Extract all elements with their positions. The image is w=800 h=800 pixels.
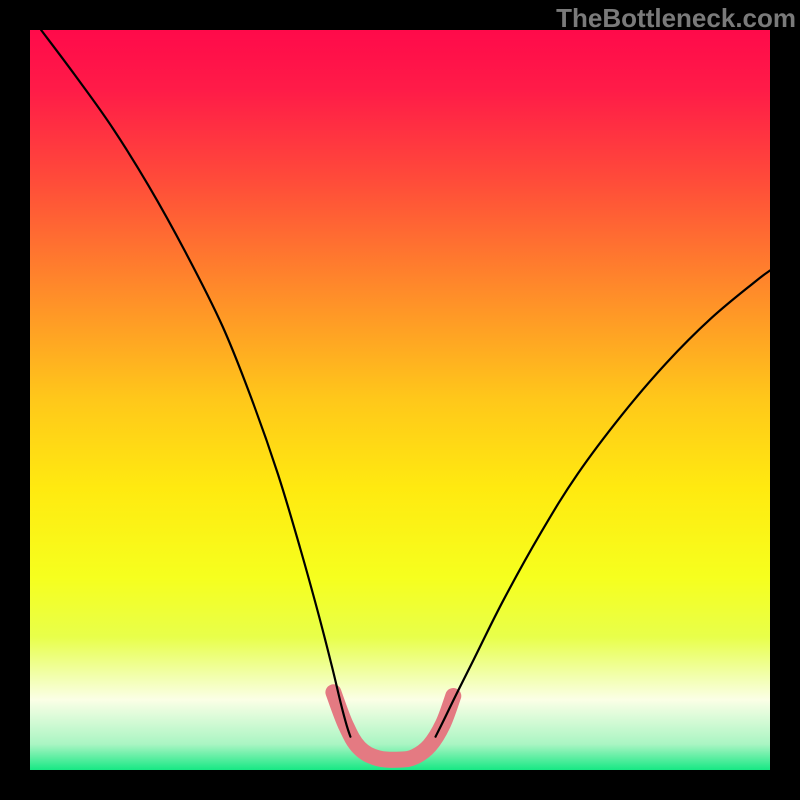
watermark-text: TheBottleneck.com	[556, 3, 796, 34]
chart-curves	[30, 30, 770, 770]
highlight-valley	[333, 692, 453, 760]
chart-container	[30, 30, 770, 770]
curve-right	[436, 271, 770, 737]
curve-left	[41, 30, 350, 737]
